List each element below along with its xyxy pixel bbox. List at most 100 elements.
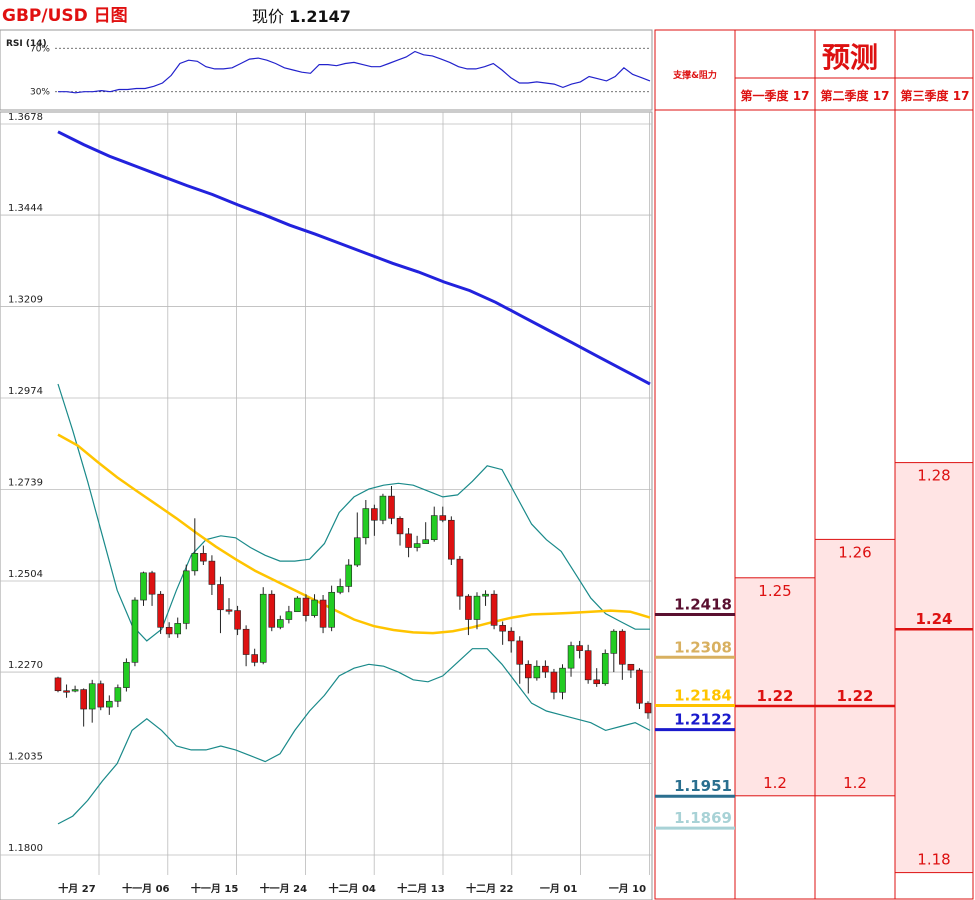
x-tick-label: 十月 27: [58, 882, 95, 895]
candle-body: [71, 689, 79, 692]
candle-body: [362, 508, 370, 539]
candle-body: [593, 679, 600, 685]
forecast-low-value: 1.18: [917, 851, 950, 869]
candle-body: [559, 667, 566, 693]
forecast-range-box: [894, 462, 974, 874]
sr-level-value: 1.1869: [674, 809, 732, 827]
rsi-line: [58, 50, 651, 94]
candle-body: [106, 700, 113, 708]
candle-body: [225, 609, 233, 612]
forecast-values: 1.25 1.22 1.2 1.26 1.22 1.2 1.28 1.24 1.18: [735, 467, 973, 869]
candle-body: [627, 663, 635, 671]
x-axis-ticks: 十月 27 十一月 06 十一月 15 十一月 24 十二月 04 十二月 13 十二月 2…: [58, 882, 646, 895]
sr-level-value: 1.2308: [674, 638, 732, 656]
candle-body: [268, 593, 276, 628]
x-tick-label: 十一月 15: [191, 882, 238, 895]
price-panel: 1.3678 1.3444 1.3209 1.2974 1.2739 1.2504 1.22…: [0, 111, 653, 900]
x-tick-label: 十二月 13: [397, 882, 444, 895]
ma-mid-line: [57, 433, 651, 635]
candle-body: [114, 687, 122, 702]
sr-level-value: 1.1951: [674, 777, 732, 795]
candle-body: [499, 625, 506, 632]
bollinger-upper-line: [57, 383, 650, 642]
candle-body: [88, 683, 96, 710]
candle-body: [251, 654, 258, 663]
candle-body: [584, 650, 592, 681]
x-tick-label: 十一月 06: [122, 882, 169, 895]
candle-body: [174, 623, 182, 635]
rsi-level-label: 70%: [30, 44, 50, 54]
rsi-levels: 70% 30%: [30, 44, 650, 98]
candle-body: [413, 543, 421, 548]
candle-body: [456, 558, 464, 597]
candle-body: [345, 564, 353, 587]
support-resistance-levels: 1.2418 1.2308 1.2184 1.2122 1.1951 1.1869: [655, 595, 735, 830]
y-tick-label: 1.3209: [8, 295, 43, 306]
candle-body: [422, 539, 429, 544]
forecast-title: 预测: [822, 41, 878, 74]
current-price-label: 现价: [252, 7, 285, 26]
candle-body: [644, 702, 652, 714]
candle-body: [610, 630, 618, 654]
candle-body: [542, 665, 549, 673]
candle-body: [465, 595, 472, 620]
forecast-high-value: 1.26: [838, 543, 871, 561]
quarter-header: 第一季度 17: [741, 88, 810, 103]
forecast-low-value: 1.2: [843, 774, 867, 792]
support-resistance-label: 支撑&阻力: [672, 69, 717, 81]
candle-body: [636, 669, 643, 704]
candle-body: [165, 626, 173, 635]
x-tick-label: 十一月 24: [260, 882, 307, 895]
candle-body: [182, 570, 190, 624]
x-tick-label: 十二月 04: [328, 882, 375, 895]
y-tick-label: 1.2504: [8, 569, 43, 580]
candle-body: [242, 628, 250, 655]
forecast-shades: [734, 462, 974, 874]
candle-body: [567, 645, 575, 669]
candle-body: [601, 653, 609, 685]
quarter-headers: 第一季度 17 第二季度 17 第三季度 17: [741, 88, 970, 103]
forecast-low-value: 1.2: [763, 774, 787, 792]
candle-body: [234, 610, 241, 630]
candle-body: [131, 599, 139, 663]
candle-body: [576, 645, 583, 651]
candle-body: [277, 619, 284, 628]
current-price: 现价 1.2147: [252, 3, 351, 27]
sr-level-value: 1.2184: [674, 687, 732, 705]
x-tick-label: 一月 10: [609, 883, 646, 895]
candle-body: [191, 553, 199, 572]
candle-body: [123, 662, 130, 688]
candle-body: [140, 572, 147, 601]
forecast-mid-value: 1.24: [915, 610, 952, 628]
rsi-title: RSI (14): [6, 39, 47, 49]
quarter-header: 第二季度 17: [821, 88, 890, 103]
candle-body: [405, 533, 412, 548]
forecast-high-value: 1.28: [917, 467, 950, 485]
rsi-panel: RSI (14) 70% 30%: [0, 29, 653, 111]
y-tick-label: 1.2270: [8, 660, 43, 671]
forecast-mid-value: 1.22: [756, 687, 793, 705]
candle-body: [54, 677, 62, 692]
y-tick-label: 1.1800: [8, 843, 43, 854]
candle-body: [473, 595, 481, 620]
candle-body: [97, 683, 105, 708]
quarter-header: 第三季度 17: [901, 88, 970, 103]
candle-body: [448, 519, 455, 560]
candle-body: [379, 495, 387, 521]
candle-body: [533, 665, 541, 679]
sr-level-value: 1.2122: [674, 711, 732, 729]
current-price-value: 1.2147: [289, 7, 351, 26]
bollinger-lower-line: [57, 648, 651, 825]
candle-body: [294, 597, 301, 613]
candle-body: [619, 630, 626, 665]
candles: [54, 485, 652, 727]
x-tick-label: 十二月 22: [466, 882, 513, 895]
candle-body: [524, 663, 532, 679]
candle-body: [430, 515, 438, 541]
y-tick-label: 1.2035: [8, 752, 43, 763]
x-tick-label: 一月 01: [540, 883, 577, 895]
candle-body: [311, 599, 318, 616]
rsi-frame: [0, 29, 653, 111]
candle-body: [208, 560, 216, 585]
